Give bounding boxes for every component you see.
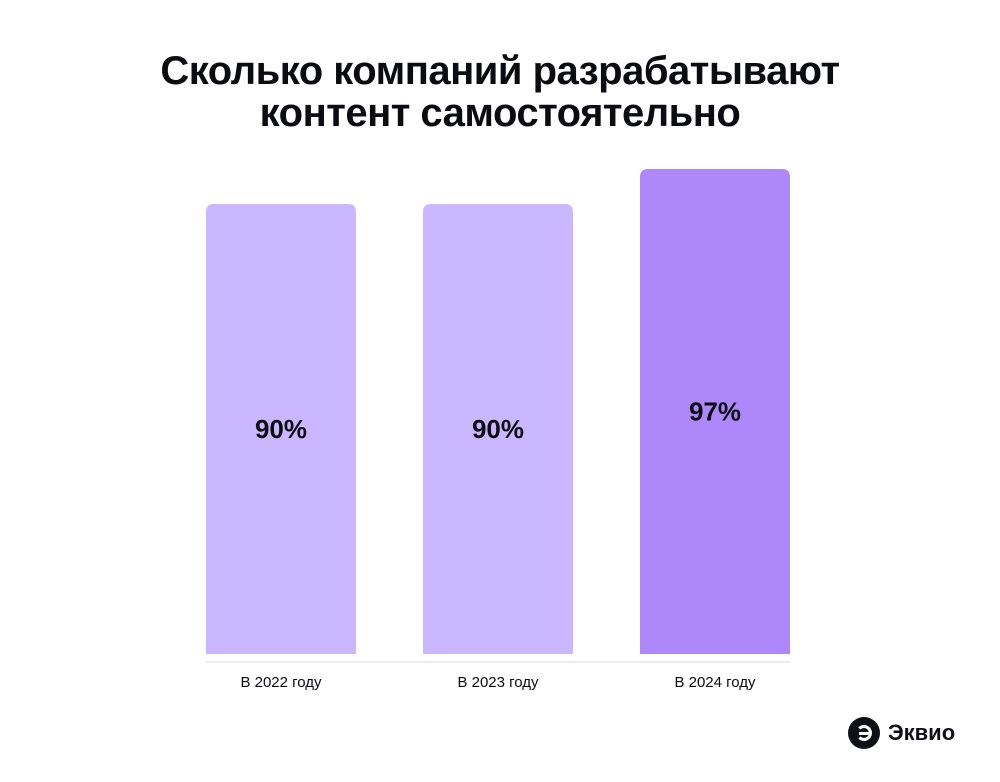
category-label-2: В 2023 году <box>457 674 539 691</box>
brand-logo: Эквио <box>848 716 955 750</box>
page-title: Сколько компаний разрабатывают контент с… <box>0 50 1000 134</box>
brand-name: Эквио <box>888 720 956 745</box>
bar-3 <box>640 169 790 654</box>
bar-value-label-1: 90% <box>255 414 307 444</box>
ekvio-logo-icon <box>848 717 880 749</box>
bar-value-label-3: 97% <box>689 397 741 427</box>
title-line-2: контент самостоятельно <box>259 91 741 135</box>
bar-1 <box>206 204 356 654</box>
bar-2 <box>423 204 573 654</box>
category-label-1: В 2022 году <box>240 674 322 691</box>
category-label-3: В 2024 году <box>674 674 756 691</box>
bar-value-label-2: 90% <box>472 414 524 444</box>
title-line-1: Сколько компаний разрабатывают <box>160 49 840 93</box>
